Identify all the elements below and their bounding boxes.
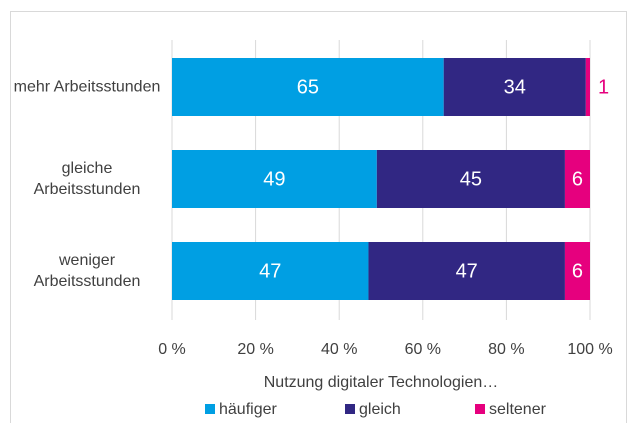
data-label: 1: [598, 76, 609, 98]
data-label: 65: [297, 76, 319, 98]
legend-label: seltener: [489, 401, 547, 418]
x-tick-label: 0 %: [158, 341, 186, 358]
legend-label: häufiger: [219, 401, 277, 418]
data-label: 49: [263, 168, 285, 190]
data-label: 6: [572, 168, 583, 190]
legend-swatch: [475, 404, 485, 414]
x-axis-title: Nutzung digitaler Technologien…: [264, 374, 499, 391]
bar-segment: [172, 150, 377, 208]
legend-label: gleich: [359, 401, 401, 418]
bar-segment: [172, 58, 444, 116]
data-label: 47: [456, 260, 478, 282]
x-tick-label: 20 %: [237, 341, 273, 358]
data-label: 34: [504, 76, 526, 98]
x-tick-label: 80 %: [488, 341, 524, 358]
bar-segment: [564, 242, 590, 300]
chart-border: [10, 11, 627, 423]
y-tick-label: weniger Arbeitsstunden: [33, 252, 141, 290]
bar-segment: [585, 58, 590, 116]
y-tick-label: gleiche Arbeitsstunden: [33, 160, 141, 198]
bar-segment: [172, 242, 369, 300]
legend-swatch: [345, 404, 355, 414]
y-tick-label: mehr Arbeitsstunden: [13, 78, 161, 96]
data-label: 45: [460, 168, 482, 190]
data-label: 6: [572, 260, 583, 282]
x-tick-label: 100 %: [567, 341, 612, 358]
bar-segment: [368, 242, 565, 300]
bar-segment: [376, 150, 565, 208]
x-tick-label: 40 %: [321, 341, 357, 358]
data-label: 47: [259, 260, 281, 282]
bar-segment: [564, 150, 590, 208]
legend-swatch: [205, 404, 215, 414]
bar-segment: [443, 58, 586, 116]
x-tick-label: 60 %: [405, 341, 441, 358]
